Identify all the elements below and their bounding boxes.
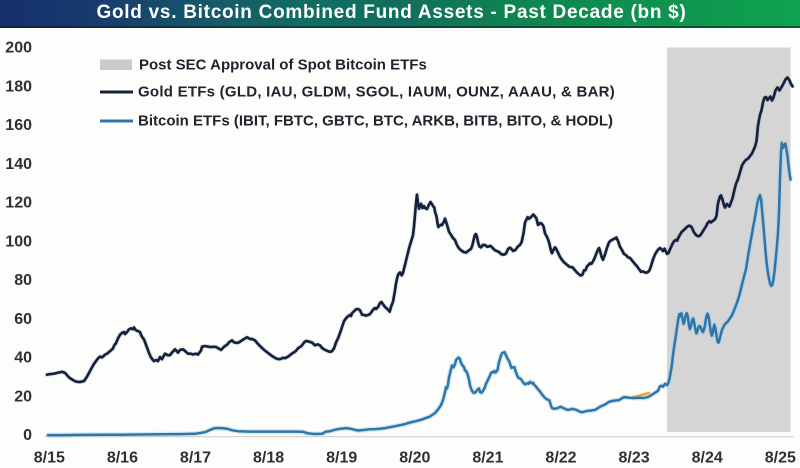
svg-text:8/25: 8/25	[765, 450, 796, 467]
svg-text:8/23: 8/23	[619, 450, 650, 467]
svg-text:8/24: 8/24	[692, 450, 723, 467]
svg-text:180: 180	[5, 78, 32, 95]
svg-text:8/22: 8/22	[545, 450, 576, 467]
svg-text:0: 0	[23, 427, 32, 444]
svg-text:80: 80	[14, 272, 32, 289]
svg-text:8/19: 8/19	[326, 450, 357, 467]
svg-text:160: 160	[5, 117, 32, 134]
svg-text:8/16: 8/16	[107, 450, 138, 467]
svg-text:200: 200	[5, 40, 32, 57]
svg-text:8/17: 8/17	[180, 450, 211, 467]
svg-text:40: 40	[14, 350, 32, 367]
svg-text:8/15: 8/15	[34, 450, 65, 467]
svg-text:8/20: 8/20	[399, 450, 430, 467]
svg-text:Post SEC Approval of Spot Bitc: Post SEC Approval of Spot Bitcoin ETFs	[139, 57, 427, 74]
svg-text:60: 60	[14, 311, 32, 328]
svg-text:Gold ETFs (GLD, IAU, GLDM, SGO: Gold ETFs (GLD, IAU, GLDM, SGOL, IAUM, O…	[138, 84, 615, 101]
svg-text:140: 140	[5, 156, 32, 173]
svg-text:8/18: 8/18	[253, 450, 284, 467]
svg-text:Bitcoin ETFs (IBIT, FBTC, GBTC: Bitcoin ETFs (IBIT, FBTC, GBTC, BTC, ARK…	[138, 113, 613, 130]
svg-text:120: 120	[5, 195, 32, 212]
svg-text:8/21: 8/21	[472, 450, 503, 467]
svg-text:100: 100	[5, 233, 32, 250]
svg-text:20: 20	[14, 388, 32, 405]
